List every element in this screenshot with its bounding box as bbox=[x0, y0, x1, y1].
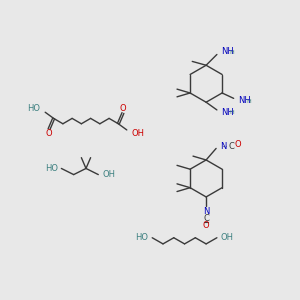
Text: OH: OH bbox=[102, 170, 115, 179]
Text: OH: OH bbox=[221, 233, 234, 242]
Text: C: C bbox=[228, 142, 234, 151]
Text: H: H bbox=[246, 99, 251, 104]
Text: HO: HO bbox=[45, 164, 58, 173]
Text: O: O bbox=[46, 129, 52, 138]
Text: HO: HO bbox=[28, 104, 40, 113]
Text: NH: NH bbox=[221, 108, 234, 117]
Text: O: O bbox=[120, 104, 126, 113]
Text: HO: HO bbox=[135, 233, 148, 242]
Text: O: O bbox=[203, 221, 209, 230]
Text: C: C bbox=[203, 214, 209, 223]
Text: NH: NH bbox=[238, 96, 251, 105]
Text: H: H bbox=[229, 110, 234, 115]
Text: OH: OH bbox=[131, 129, 144, 138]
Text: N: N bbox=[220, 142, 226, 151]
Text: N: N bbox=[203, 207, 209, 216]
Text: H: H bbox=[229, 50, 234, 55]
Text: NH: NH bbox=[221, 47, 234, 56]
Text: O: O bbox=[235, 140, 241, 149]
